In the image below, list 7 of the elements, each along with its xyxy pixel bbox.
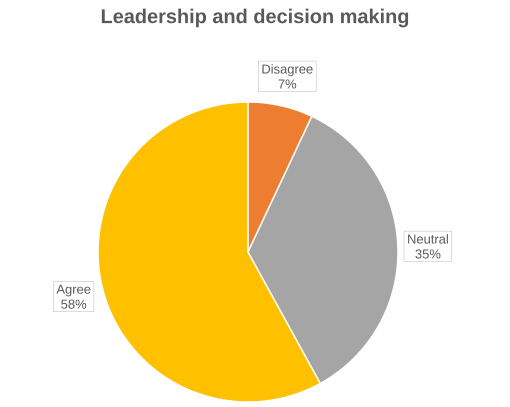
chart-title: Leadership and decision making [102,8,408,28]
slice-label: Disagree [262,64,313,76]
slice-label: Neutral [408,234,448,244]
slice-label: Agree [56,284,90,296]
data-label: 35% [415,249,440,259]
data-label: 58% [61,300,86,309]
data-label: 7% [278,79,296,89]
